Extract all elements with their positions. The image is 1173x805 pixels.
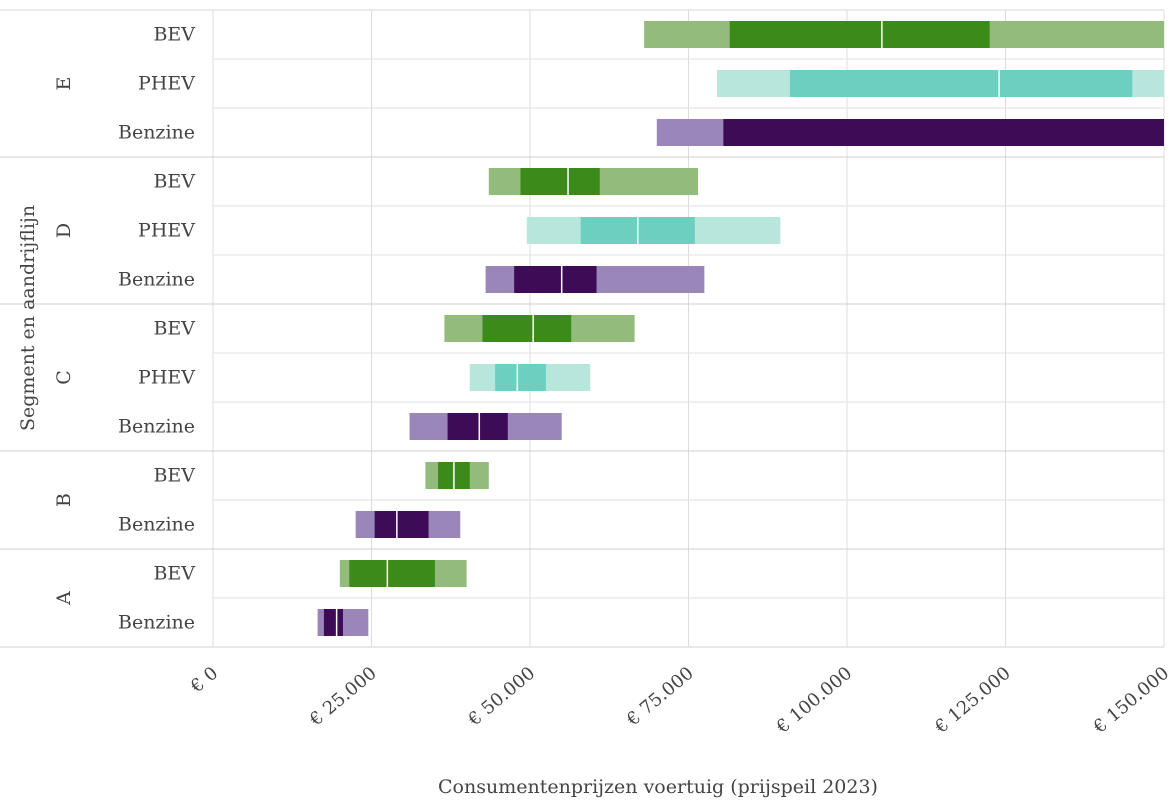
bar-inner-range [374, 511, 429, 538]
x-tick-label: € 50.000 [464, 663, 540, 731]
row-label: BEV [153, 171, 195, 193]
bar-inner-range [729, 21, 990, 48]
bar-inner-range [520, 168, 600, 195]
x-tick-label: € 75.000 [622, 663, 698, 731]
row-label: BEV [153, 318, 195, 340]
row-label: BEV [153, 563, 195, 585]
row-label: BEV [153, 24, 195, 46]
row-label: BEV [153, 465, 195, 487]
segment-label: D [53, 223, 75, 238]
grid-layer [0, 9, 1165, 648]
x-axis-title: Consumentenprijzen voertuig (prijspeil 2… [438, 776, 878, 798]
row-label: PHEV [138, 220, 195, 242]
x-tick-label: € 150.000 [1089, 663, 1173, 739]
segment-label: A [53, 591, 75, 606]
x-tick-label: € 100.000 [772, 663, 856, 739]
segment-label: B [53, 493, 75, 507]
segment-label: E [53, 77, 75, 91]
bar-inner-range [482, 315, 572, 342]
row-label: Benzine [118, 416, 195, 438]
bar-inner-range [495, 364, 546, 391]
x-tick-label: € 0 [186, 663, 222, 698]
bar-inner-range [447, 413, 508, 440]
row-label: Benzine [118, 514, 195, 536]
row-label: PHEV [138, 367, 195, 389]
bar-inner-range [723, 119, 1164, 146]
row-label: Benzine [118, 269, 195, 291]
bar-inner-range [789, 70, 1133, 97]
row-label: Benzine [118, 122, 195, 144]
x-tick-label: € 125.000 [930, 663, 1014, 739]
row-label: Benzine [118, 612, 195, 634]
bar-inner-range [323, 609, 343, 636]
bar-inner-range [514, 266, 597, 293]
bars-layer [317, 21, 1164, 636]
row-label: PHEV [138, 73, 195, 95]
x-tick-label: € 25.000 [305, 663, 381, 731]
bar-inner-range [349, 560, 435, 587]
segment-label: C [53, 370, 75, 385]
y-axis-title: Segment en aandrijflijn [17, 205, 39, 431]
